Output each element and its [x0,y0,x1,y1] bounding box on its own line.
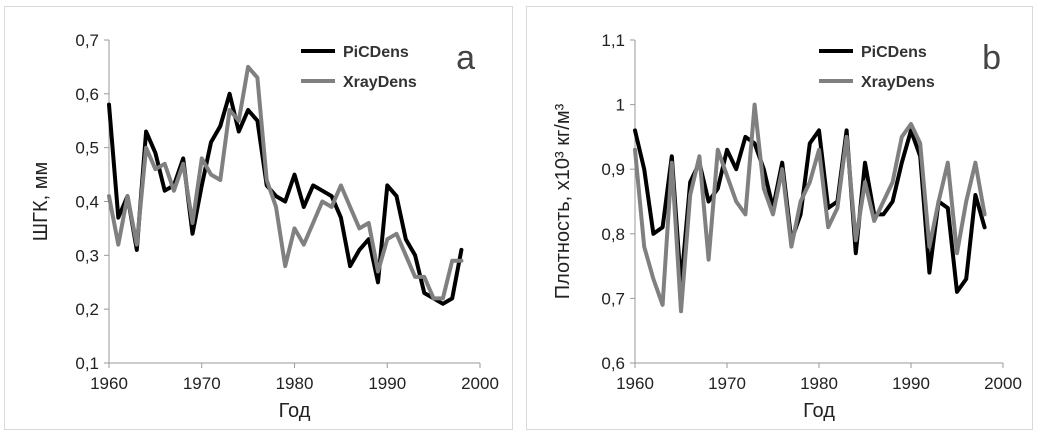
legend-label: XrayDens [343,74,417,91]
y-tick-label: 0,9 [601,160,625,179]
y-tick-label: 0,7 [601,289,625,308]
y-tick-label: 1 [616,96,625,115]
x-tick-label: 1970 [183,374,221,393]
y-tick-label: 0,4 [75,193,99,212]
y-tick-label: 0,6 [75,85,99,104]
legend-label: PiCDens [343,44,409,61]
chart-panel-a: 0,1 0,2 0,3 0,4 0,5 0,6 0,7 1960 1970 1980 1990 200… [4,6,513,430]
legend-label: XrayDens [861,74,935,91]
y-tick-label: 1,1 [601,31,625,50]
y-tick-label: 0,8 [601,225,625,244]
y-tick-label: 0,1 [75,354,99,373]
x-tick-label: 2000 [984,374,1022,393]
y-axis-label: Плотность, x10³ кг/м³ [552,103,574,299]
y-axis-label: ШГК, мм [30,162,52,241]
x-tick-label: 1980 [276,374,314,393]
panel-letter: b [982,39,1001,77]
chart-b-svg: 0,6 0,7 0,8 0,9 1 1,1 1960 1970 1980 1990 2000 Год П… [552,31,1022,422]
x-tick-label: 1990 [892,374,930,393]
y-tick-label: 0,6 [601,354,625,373]
x-axis-label: Год [803,400,835,422]
x-tick-label: 1980 [800,374,838,393]
series-line-PiCDens [107,91,464,306]
y-tick-label: 0,3 [75,246,99,265]
x-tick-label: 2000 [461,374,499,393]
x-tick-label: 1990 [368,374,406,393]
y-tick-label: 0,5 [75,139,99,158]
y-tick-label: 0,7 [75,31,99,50]
x-tick-label: 1960 [90,374,128,393]
x-tick-label: 1970 [708,374,746,393]
panel-letter: a [456,39,475,77]
x-tick-label: 1960 [616,374,654,393]
series-line-XrayDens [633,102,987,314]
chart-panel-b: 0,6 0,7 0,8 0,9 1 1,1 1960 1970 1980 1990 2000 Год П… [526,6,1033,430]
chart-a-svg: 0,1 0,2 0,3 0,4 0,5 0,6 0,7 1960 1970 1980 1990 200… [30,31,499,422]
y-tick-label: 0,2 [75,300,99,319]
legend-label: PiCDens [861,44,927,61]
x-axis-label: Год [279,400,311,422]
